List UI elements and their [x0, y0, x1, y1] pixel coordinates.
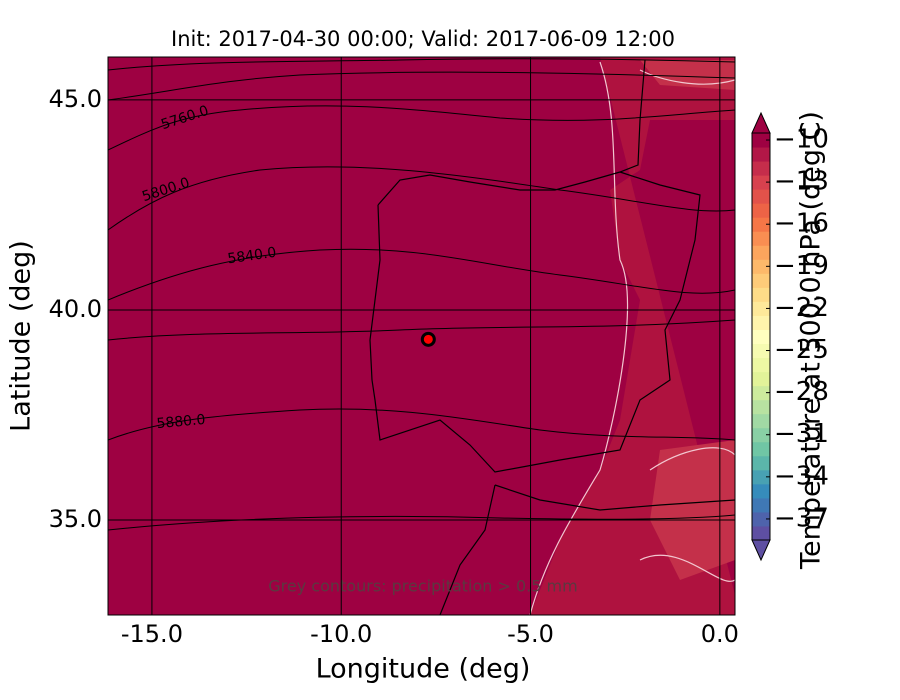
colorbar-band [752, 231, 770, 246]
colorbar-band [752, 399, 770, 415]
colorbar-band [752, 301, 770, 316]
x-axis-label: Longitude (deg) [316, 654, 531, 685]
colorbar-band [752, 427, 770, 443]
temp-contour [639, 69, 735, 582]
map-layers [108, 57, 735, 615]
colorbar-band [752, 525, 770, 541]
colorbar-band [752, 511, 770, 527]
axes-frame [107, 56, 736, 616]
height-contour [108, 319, 735, 341]
y-axis-label: Latitude (deg) [6, 240, 37, 432]
colorbar-band [752, 441, 770, 457]
colorbar-tick-label: −31 [774, 419, 829, 449]
colorbar-tick-label: −13 [774, 167, 829, 197]
colorbar-band [752, 161, 770, 176]
height-contour [108, 166, 735, 231]
colorbar-label: Temperature at 500.0 hPa (deg C) [796, 111, 827, 570]
height-contour [108, 514, 735, 531]
temp-contour [529, 61, 629, 615]
colorbar-tick-label: −28 [774, 377, 829, 407]
colorbar-band [752, 343, 770, 359]
colorbar-band [752, 147, 770, 162]
colorbar-tick-label: −10 [774, 125, 829, 155]
colorbar-band [752, 329, 770, 345]
colorbar-band [752, 133, 770, 148]
colorbar-band [752, 315, 770, 330]
colorbar-band [752, 259, 770, 274]
height-contour [108, 248, 735, 301]
height-contour [108, 408, 735, 441]
x-tick-label: 0.0 [701, 620, 739, 648]
colorbar-band [752, 273, 770, 288]
colorbar-band [752, 203, 770, 218]
colorbar-band [752, 385, 770, 401]
height-contour [108, 71, 735, 101]
x-tick-label: -10.0 [310, 620, 372, 648]
colorbar-band [752, 497, 770, 513]
height-contour [108, 105, 735, 151]
colorbar-band [752, 217, 770, 232]
coastline [369, 171, 701, 473]
colorbar-band [752, 371, 770, 387]
colorbar-band [752, 287, 770, 302]
contour-label: 5880.0 [156, 412, 206, 432]
colorbar-tick-label: −22 [774, 293, 829, 323]
colorbar-tick-label: −37 [774, 503, 829, 533]
colorbar-extend [751, 539, 771, 562]
colorbar-band [752, 469, 770, 485]
colorbar-tick-label: −25 [774, 335, 829, 365]
coastline [439, 484, 735, 615]
y-tick-label: 40.0 [49, 295, 102, 323]
colorbar-extend [751, 111, 771, 134]
height-contour [108, 58, 735, 71]
warm-region [640, 60, 735, 580]
title: Init: 2017-04-30 00:00; Valid: 2017-06-0… [171, 27, 675, 51]
colorbar-frame [751, 132, 771, 541]
colorbar-tick-label: −19 [774, 251, 829, 281]
colorbar-band [752, 189, 770, 204]
colorbar-band [752, 357, 770, 373]
colorbar-band [752, 455, 770, 471]
colorbar-band [752, 175, 770, 190]
colorbar-band [752, 413, 770, 429]
location-marker [420, 331, 436, 347]
y-tick-label: 35.0 [49, 505, 102, 533]
colorbar-tick-label: −34 [774, 461, 829, 491]
x-tick-label: -5.0 [507, 620, 554, 648]
coastline [377, 59, 646, 206]
x-tick-label: -15.0 [121, 620, 183, 648]
contour-label: 5840.0 [227, 245, 278, 268]
colorbar-band [752, 483, 770, 499]
colorbar-tick-label: −16 [774, 209, 829, 239]
y-tick-label: 45.0 [49, 85, 102, 113]
colorbar-band [752, 245, 770, 260]
annotation: Grey contours: precipitation > 0.5 mm [268, 577, 577, 596]
